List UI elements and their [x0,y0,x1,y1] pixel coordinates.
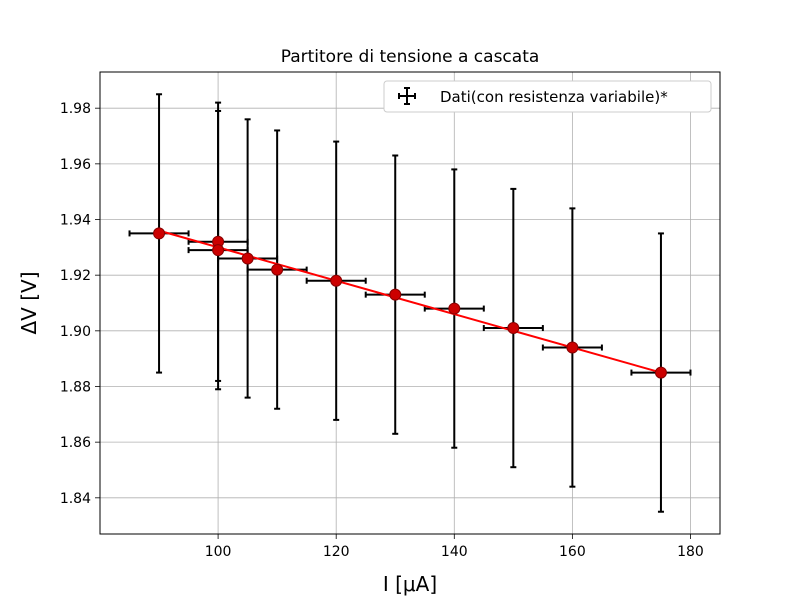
x-tick-label: 140 [441,544,468,560]
x-tick-layer: 100 120 140 160 180 [205,534,704,560]
data-marker [448,302,461,315]
data-marker [153,227,166,240]
y-tick-label: 1.84 [60,491,91,507]
legend-box [383,80,712,113]
data-marker [241,252,254,265]
x-tick-label: 120 [323,544,350,560]
y-tick-label: 1.88 [60,379,91,395]
data-marker [330,274,343,287]
y-tick-label: 1.98 [60,101,91,117]
y-tick-label: 1.94 [60,213,91,229]
x-tick-label: 180 [677,544,704,560]
legend-entry-label: Dati(con resistenza variabile)* [440,88,668,106]
legend-errorbar-icon [398,87,416,105]
y-tick-layer: 1.84 1.86 1.88 1.90 1.92 1.94 1.96 1.98 [60,101,100,507]
data-marker [271,263,284,276]
chart-title: Partitore di tensione a cascata [281,47,540,67]
plot-frame [99,71,721,535]
x-tick-label: 100 [205,544,232,560]
data-marker [507,322,520,335]
plot-layer [128,93,692,513]
y-tick-label: 1.92 [60,268,91,284]
x-tick-label: 160 [559,544,586,560]
data-marker [654,366,667,379]
y-tick-label: 1.86 [60,435,91,451]
y-axis-label: ΔV [V] [17,271,41,334]
data-marker [566,341,579,354]
y-tick-label: 1.96 [60,157,91,173]
x-axis-label: I [μA] [383,572,437,596]
y-tick-label: 1.90 [60,324,91,340]
legend: Dati(con resistenza variabile)* [383,80,712,113]
data-marker [389,288,402,301]
data-marker [212,244,225,257]
